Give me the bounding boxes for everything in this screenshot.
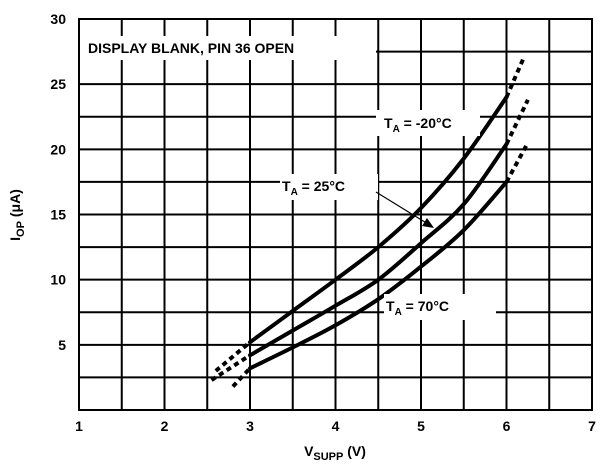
x-tick-label: 6 (503, 418, 511, 434)
x-tick-label: 7 (588, 418, 596, 434)
series-1 (210, 98, 530, 382)
y-tick-label: 15 (50, 207, 66, 223)
series-line (248, 142, 509, 358)
x-tick-label: 1 (75, 418, 83, 434)
series-2 (231, 141, 530, 388)
series-extension-low (210, 353, 252, 382)
annotation: DISPLAY BLANK, PIN 36 OPEN (80, 36, 376, 60)
series-label-text: TA = -20°C (384, 115, 452, 135)
series-extension-low (231, 366, 252, 388)
series-label-minus20: TA = -20°C (376, 110, 480, 136)
y-tick-label: 20 (50, 141, 66, 157)
series-line (248, 95, 509, 345)
x-tick-labels: 1 2 3 4 5 6 7 (75, 418, 596, 434)
x-tick-label: 3 (246, 418, 254, 434)
y-tick-label: 10 (50, 272, 66, 288)
series-line (248, 179, 509, 371)
label-box (280, 174, 378, 200)
series-label-25: TA = 25°C (280, 174, 378, 200)
x-tick-label: 5 (417, 418, 425, 434)
y-axis-title: IOP (μA) (7, 189, 27, 241)
series-extension-low (214, 340, 252, 373)
y-tick-label: 5 (58, 337, 66, 353)
x-tick-label: 2 (161, 418, 169, 434)
series-extension-high (504, 57, 526, 99)
annotation-box (80, 36, 376, 60)
x-tick-label: 4 (332, 418, 340, 434)
series-label-text: TA = 70°C (386, 298, 449, 318)
series-label-text: TA = 25°C (282, 178, 345, 198)
y-tick-label: 30 (50, 11, 66, 27)
series-label-70: TA = 70°C (384, 294, 496, 320)
series-layer (210, 57, 530, 388)
series-extension-high (504, 141, 530, 183)
label-arrow (375, 191, 434, 228)
y-tick-labels: 5 10 15 20 25 30 (50, 11, 66, 353)
arrow-head (422, 218, 434, 228)
series-extension-high (504, 98, 530, 145)
y-tick-label: 25 (50, 76, 66, 92)
arrow-line (375, 191, 429, 225)
label-box (376, 110, 480, 136)
label-box (384, 294, 496, 320)
series-0 (214, 57, 526, 373)
annotation-text: DISPLAY BLANK, PIN 36 OPEN (88, 40, 294, 56)
x-axis-title: VSUPP (V) (304, 443, 366, 463)
